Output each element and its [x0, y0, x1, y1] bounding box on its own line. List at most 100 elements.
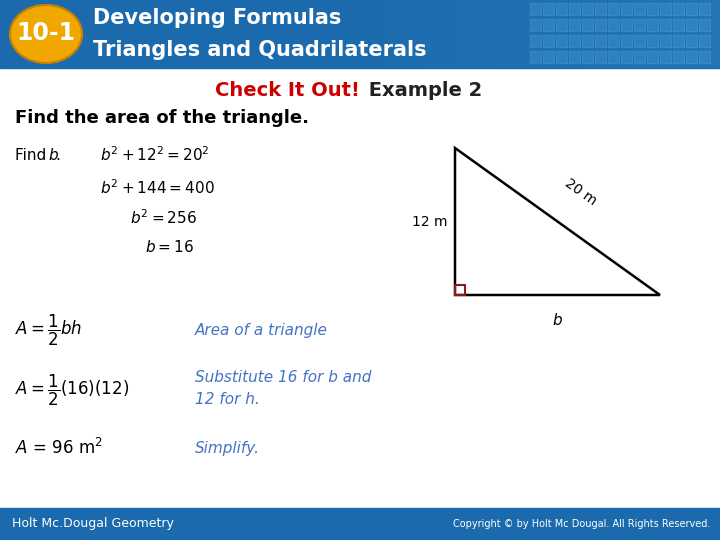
Bar — [686, 19, 697, 31]
Bar — [660, 35, 671, 47]
Bar — [476, 0, 478, 68]
Bar — [424, 0, 426, 68]
Bar — [647, 19, 658, 31]
Bar — [464, 0, 466, 68]
Bar — [530, 3, 541, 15]
Bar — [658, 0, 660, 68]
Bar — [592, 0, 594, 68]
Bar — [448, 0, 450, 68]
Bar — [676, 0, 678, 68]
Bar — [560, 0, 562, 68]
Bar — [440, 0, 442, 68]
Bar — [704, 0, 706, 68]
Bar — [320, 0, 322, 68]
Bar — [630, 0, 632, 68]
Bar — [574, 0, 576, 68]
Bar — [688, 0, 690, 68]
Bar — [569, 35, 580, 47]
Bar — [582, 0, 584, 68]
Bar — [656, 0, 658, 68]
Bar — [346, 0, 348, 68]
Bar — [634, 19, 645, 31]
Bar — [342, 0, 344, 68]
Bar — [569, 19, 580, 31]
Bar — [556, 51, 567, 63]
Bar — [446, 0, 448, 68]
Bar — [602, 0, 604, 68]
Bar — [700, 0, 702, 68]
Bar — [410, 0, 412, 68]
Bar — [568, 0, 570, 68]
Bar — [480, 0, 482, 68]
Bar — [588, 0, 590, 68]
Text: Example 2: Example 2 — [362, 80, 482, 99]
Bar — [466, 0, 468, 68]
Bar — [556, 0, 558, 68]
Bar — [462, 0, 464, 68]
Bar — [488, 0, 490, 68]
Text: Find: Find — [15, 147, 51, 163]
Bar — [334, 0, 336, 68]
Bar — [634, 35, 645, 47]
Bar — [595, 3, 606, 15]
Bar — [474, 0, 476, 68]
Bar — [498, 0, 500, 68]
Bar — [0, 68, 720, 508]
Bar — [702, 0, 704, 68]
Bar — [694, 0, 696, 68]
Bar — [699, 19, 710, 31]
Bar — [556, 19, 567, 31]
Bar — [552, 0, 554, 68]
Bar — [543, 3, 554, 15]
Bar — [542, 0, 544, 68]
Bar — [374, 0, 376, 68]
Bar — [460, 0, 462, 68]
Bar — [660, 19, 671, 31]
Bar — [566, 0, 568, 68]
Bar — [550, 0, 552, 68]
Bar — [530, 35, 541, 47]
Bar — [595, 35, 606, 47]
Bar — [608, 3, 619, 15]
Bar — [716, 0, 718, 68]
Bar — [696, 0, 698, 68]
Bar — [638, 0, 640, 68]
Bar — [472, 0, 474, 68]
Bar — [536, 0, 538, 68]
Text: $A$ = 96 m$^2$: $A$ = 96 m$^2$ — [15, 438, 103, 458]
Bar — [548, 0, 550, 68]
Bar — [606, 0, 608, 68]
Bar — [400, 0, 402, 68]
Bar — [620, 0, 622, 68]
Bar — [520, 0, 522, 68]
Bar — [336, 0, 338, 68]
Bar — [714, 0, 716, 68]
Bar — [668, 0, 670, 68]
Bar — [632, 0, 634, 68]
Bar — [698, 0, 700, 68]
Bar — [672, 0, 674, 68]
Bar — [386, 0, 388, 68]
Bar — [569, 51, 580, 63]
Bar — [558, 0, 560, 68]
Bar — [348, 0, 350, 68]
Bar — [554, 0, 556, 68]
Bar — [569, 3, 580, 15]
Bar — [518, 0, 520, 68]
Bar — [388, 0, 390, 68]
Text: $b^2+144=400$: $b^2+144=400$ — [100, 179, 215, 197]
Bar — [582, 3, 593, 15]
Bar — [468, 0, 470, 68]
Bar — [678, 0, 680, 68]
Bar — [673, 19, 684, 31]
Bar — [352, 0, 354, 68]
Bar — [340, 0, 342, 68]
Text: Developing Formulas: Developing Formulas — [93, 8, 341, 28]
Bar — [442, 0, 444, 68]
Bar — [634, 51, 645, 63]
Bar — [543, 19, 554, 31]
Bar — [378, 0, 380, 68]
Bar — [618, 0, 620, 68]
Text: Find the area of the triangle.: Find the area of the triangle. — [15, 109, 309, 127]
Text: Check It Out!: Check It Out! — [215, 80, 360, 99]
